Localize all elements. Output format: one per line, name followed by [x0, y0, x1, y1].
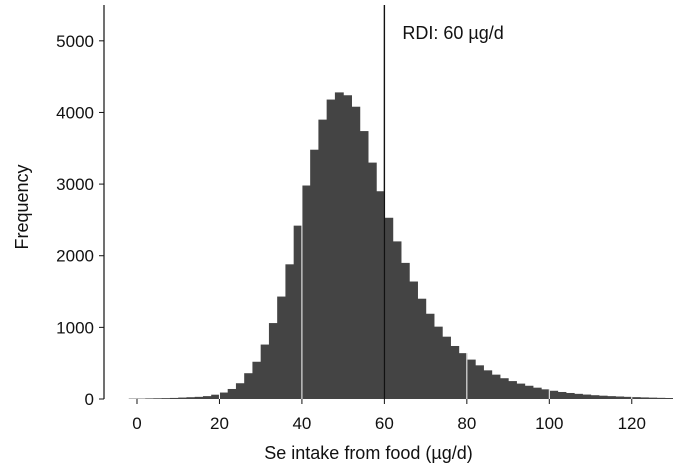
x-tick-label: 120: [618, 414, 646, 433]
y-tick-label: 1000: [56, 318, 94, 337]
histogram-bar: [202, 396, 212, 399]
histogram-bar: [244, 373, 254, 399]
histogram-bar: [235, 383, 245, 399]
y-tick-label: 4000: [56, 103, 94, 122]
histogram-bar: [582, 394, 592, 399]
histogram-bar: [194, 396, 204, 399]
x-tick-label: 0: [132, 414, 141, 433]
histogram-bar: [475, 365, 484, 399]
histogram-bar: [549, 390, 559, 399]
x-axis-ticks: 0 20 40 60 80 100 120: [132, 399, 646, 433]
histogram-bar: [425, 313, 435, 399]
histogram-bar: [343, 95, 352, 399]
y-axis-ticks: 0 1000 2000 3000 4000 5000: [56, 32, 104, 409]
histogram-bar: [541, 389, 550, 399]
x-tick-label: 80: [457, 414, 476, 433]
histogram-bar: [491, 374, 501, 399]
histogram-bar: [400, 262, 410, 399]
y-tick-label: 0: [85, 390, 94, 409]
histogram-bar: [623, 396, 633, 399]
histogram-bar: [318, 119, 328, 400]
histogram-bar: [598, 395, 608, 399]
histogram-bar: [483, 370, 493, 399]
histogram-bar: [574, 393, 583, 399]
histogram-bar: [153, 398, 163, 399]
histogram-bar: [285, 264, 295, 399]
histogram-bar: [466, 359, 476, 399]
histogram-bars: [128, 5, 673, 400]
histogram-bar: [565, 392, 575, 399]
histogram-bar: [211, 394, 221, 399]
histogram-bar: [310, 149, 320, 399]
histogram-bar: [359, 131, 369, 399]
histogram-bar: [433, 326, 443, 399]
histogram-bar: [607, 396, 616, 399]
histogram-bar: [664, 398, 673, 399]
x-tick-label: 20: [210, 414, 229, 433]
histogram-bar: [178, 397, 188, 399]
histogram-bar: [590, 395, 600, 399]
rdi-annotation: RDI: 60 µg/d: [402, 23, 503, 43]
histogram-bar: [326, 99, 336, 399]
x-tick-label: 60: [375, 414, 394, 433]
y-tick-label: 5000: [56, 32, 94, 51]
histogram-bar: [227, 388, 237, 399]
histogram-bar: [293, 225, 303, 399]
histogram-bar: [252, 361, 262, 399]
histogram-bar: [656, 397, 666, 399]
histogram-bar: [169, 397, 179, 399]
histogram-bar: [145, 398, 155, 399]
y-tick-label: 3000: [56, 175, 94, 194]
x-tick-label: 100: [535, 414, 563, 433]
histogram-bar: [392, 241, 402, 399]
histogram-bar: [450, 345, 460, 399]
histogram-bar: [615, 396, 625, 399]
histogram-bar: [631, 397, 641, 399]
x-tick-label: 40: [292, 414, 311, 433]
y-tick-label: 2000: [56, 247, 94, 266]
histogram-bar: [532, 387, 542, 399]
histogram-bar: [409, 281, 418, 399]
histogram-bar: [334, 92, 344, 400]
histogram-bar: [417, 298, 427, 399]
y-axis-label: Frequency: [12, 164, 32, 249]
histogram-bar: [260, 344, 270, 399]
histogram-bar: [499, 378, 509, 399]
histogram-bar: [640, 397, 649, 399]
x-axis-label: Se intake from food (µg/d): [264, 443, 472, 463]
histogram-bar: [186, 397, 196, 399]
histogram-bar: [557, 391, 567, 399]
histogram-bar: [277, 296, 287, 399]
histogram-bar: [508, 381, 517, 399]
histogram-bar: [524, 385, 534, 399]
histogram-bar: [161, 398, 171, 399]
histogram-bar: [648, 397, 658, 399]
histogram-bar: [351, 106, 361, 399]
histogram-bar: [442, 336, 451, 399]
histogram-bar: [301, 185, 311, 399]
histogram-bar: [367, 162, 377, 399]
histogram-bar: [376, 191, 385, 399]
histogram-bar: [268, 323, 278, 399]
histogram-bar: [384, 217, 394, 399]
histogram-bar: [458, 353, 468, 399]
histogram-bar: [219, 392, 229, 399]
histogram-bar: [516, 383, 526, 399]
